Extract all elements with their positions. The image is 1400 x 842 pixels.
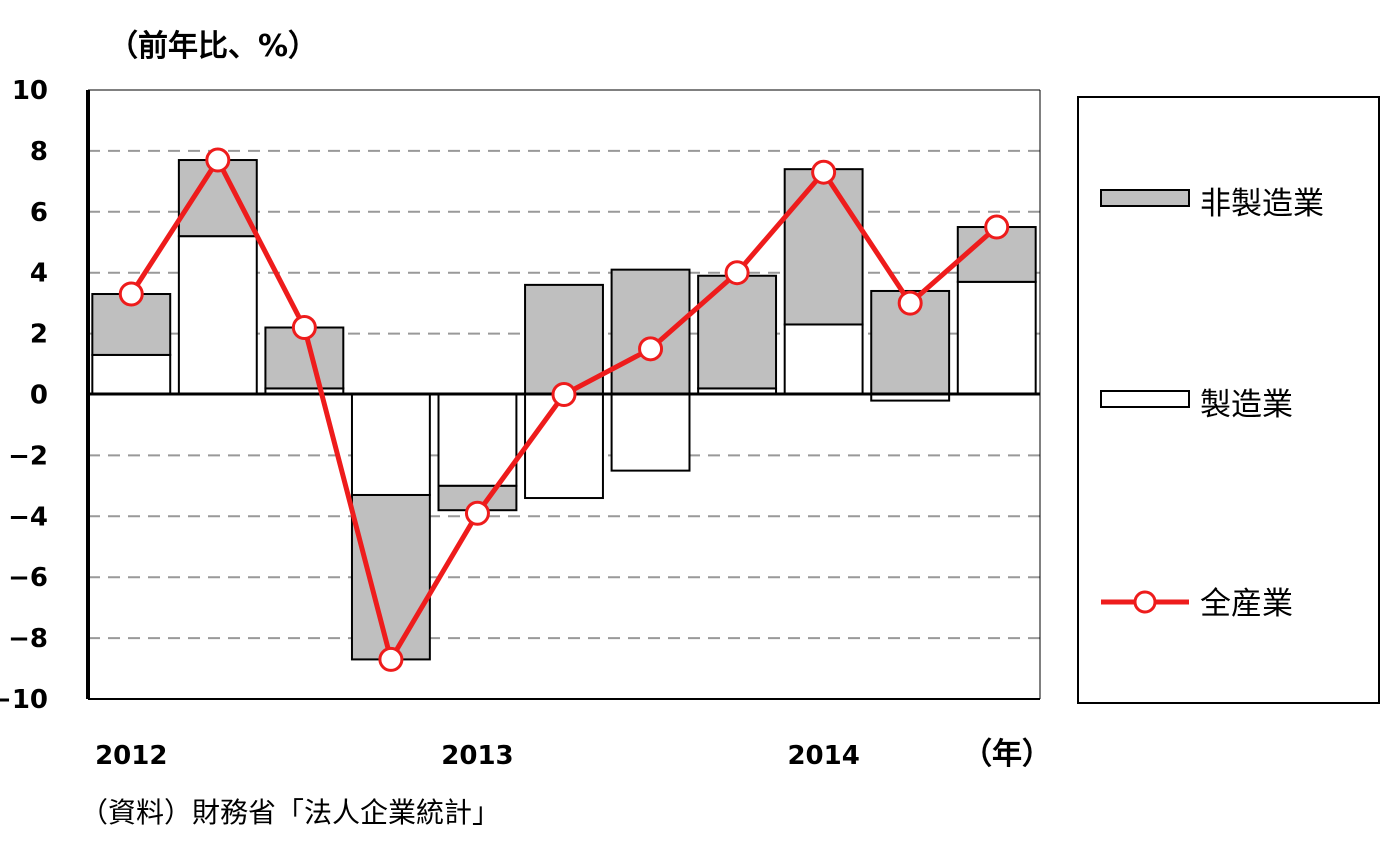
- bar-manufacturing: [783, 323, 864, 396]
- x-unit-label: （年）: [962, 737, 1052, 772]
- bar-manufacturing: [91, 353, 172, 396]
- legend-label-non-manufacturing: 非製造業: [1200, 186, 1324, 222]
- y-tick-labels: 10 8 6 4 2 0 −2 −4 −6 −8 −10: [0, 76, 48, 715]
- legend-marker-all-industry: [1133, 590, 1157, 614]
- y-unit-label: （前年比、%）: [108, 29, 318, 64]
- bar-non-manufacturing: [350, 493, 431, 661]
- y-tick-label: −4: [8, 502, 48, 532]
- bar-non-manufacturing: [610, 268, 691, 396]
- point-all-industry: [897, 290, 923, 316]
- y-tick-label: 0: [30, 381, 48, 411]
- bar-manufacturing: [610, 393, 691, 472]
- axes: [86, 89, 1041, 700]
- y-tick-label: 2: [30, 320, 48, 350]
- y-tick-label: 6: [30, 198, 48, 228]
- y-tick-label: −6: [8, 563, 48, 593]
- legend-label-all-industry: 全産業: [1200, 586, 1293, 622]
- legend: 非製造業 製造業 全産業: [1077, 96, 1380, 704]
- bar-manufacturing: [524, 393, 604, 500]
- x-tick-label: 2013: [441, 741, 513, 771]
- bar-manufacturing: [177, 235, 258, 396]
- source-note: （資料）財務省「法人企業統計」: [80, 796, 500, 829]
- point-all-industry: [464, 500, 490, 526]
- bar-manufacturing: [350, 393, 431, 496]
- y-tick-label: 4: [30, 259, 48, 289]
- point-all-industry: [118, 281, 144, 307]
- y-tick-label: 10: [12, 76, 48, 106]
- point-all-industry: [378, 646, 404, 672]
- bar-non-manufacturing: [697, 274, 778, 390]
- point-all-industry: [205, 147, 231, 173]
- bar-non-manufacturing: [524, 283, 604, 396]
- y-tick-label: −10: [0, 685, 48, 715]
- x-tick-label: 2014: [787, 741, 859, 771]
- point-all-industry: [638, 336, 664, 362]
- x-tick-labels: 2012 2013 2014: [95, 741, 860, 771]
- line-series-all-industry: [118, 147, 1010, 672]
- y-tick-label: 8: [30, 137, 48, 167]
- x-tick-label: 2012: [95, 741, 167, 771]
- point-all-industry: [291, 315, 317, 341]
- point-all-industry: [984, 214, 1010, 240]
- bars: [91, 159, 1037, 661]
- y-tick-label: −8: [8, 624, 48, 654]
- legend-label-manufacturing: 製造業: [1200, 387, 1293, 423]
- point-all-industry: [811, 159, 837, 185]
- bar-manufacturing: [437, 393, 518, 487]
- bar-manufacturing: [956, 280, 1037, 396]
- legend-swatch-non-manufacturing: [1100, 189, 1190, 207]
- point-all-industry: [551, 382, 577, 407]
- legend-swatch-manufacturing: [1100, 390, 1190, 408]
- point-all-industry: [724, 260, 750, 286]
- y-tick-label: −2: [8, 441, 48, 471]
- bar-non-manufacturing: [783, 168, 864, 326]
